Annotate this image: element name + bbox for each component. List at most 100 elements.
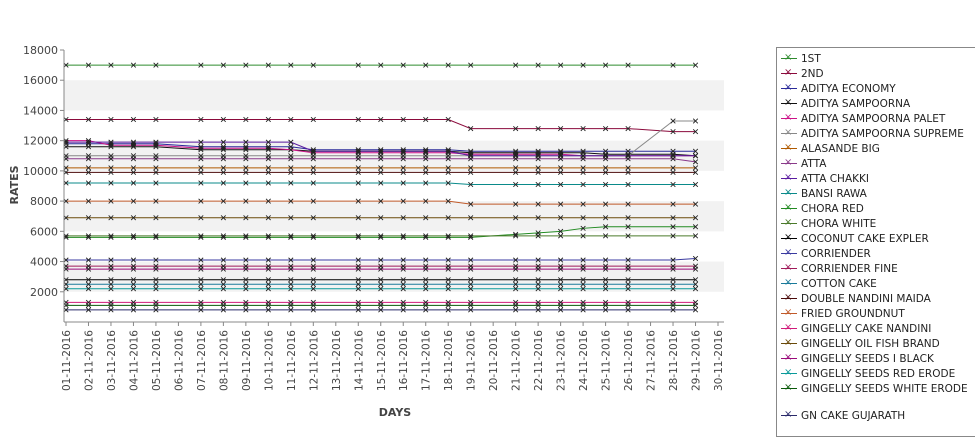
data-point [625,277,631,283]
data-point [423,180,429,186]
data-point [355,62,361,68]
data-point [580,215,586,221]
data-point [243,307,249,313]
data-point [602,151,609,157]
data-point [153,286,159,292]
data-point [265,234,271,240]
data-point [355,286,361,292]
data-point [602,302,609,308]
data-point [445,277,451,283]
x-tick-label: 24-11-2016 [578,330,590,391]
data-point [670,201,676,207]
data-point [378,180,384,186]
data-point [558,228,564,234]
data-point [130,286,137,292]
data-point [243,234,249,240]
data-point [558,153,564,159]
data-point [243,257,249,263]
data-point [468,234,474,240]
x-tick-label: 22-11-2016 [533,330,545,391]
data-point [220,180,226,186]
legend-label: GINGELLY SEEDS WHITE ERODE [801,383,968,395]
x-tick-label: 15-11-2016 [376,330,388,391]
data-point [670,151,676,157]
data-point [513,165,519,171]
legend-marker-icon: × [784,67,793,78]
data-point [108,302,114,308]
y-axis-label: RATES [8,165,21,204]
y-tick-label: 10000 [23,165,58,178]
data-point [288,116,294,123]
legend-label: ADITYA ECONOMY [801,83,896,95]
legend-swatch [781,253,797,254]
data-point [220,156,226,162]
legend-swatch [781,163,797,164]
series-line [66,119,696,133]
x-tick-label: 26-11-2016 [623,330,635,391]
data-point [153,266,159,272]
data-point [468,281,474,287]
data-point [130,266,137,272]
legend-label: CHORA WHITE [801,218,877,230]
data-point [288,180,294,186]
data-point [580,169,586,176]
data-point [85,139,92,145]
data-point [423,257,429,263]
data-point [400,169,406,176]
data-point [85,165,92,171]
data-point [130,302,137,308]
data-point [288,234,294,240]
legend-label: COCONUT CAKE EXPLER [801,233,929,245]
data-point [378,169,384,176]
legend-label: ATTA [801,158,827,170]
data-point [400,257,406,263]
data-point [692,169,699,176]
data-point [445,148,451,154]
data-point [468,201,474,207]
data-point [85,138,92,144]
data-point [625,181,631,188]
data-point [288,281,294,287]
data-point [355,307,361,313]
data-point [355,116,361,123]
data-point [445,116,451,123]
data-point [220,165,226,171]
data-point [288,156,294,162]
series-markers [63,62,699,313]
data-point [220,302,226,308]
data-point [310,116,316,123]
data-point [535,125,541,132]
data-point [400,148,406,154]
data-point [265,302,271,308]
data-point [220,257,226,263]
data-point [468,286,474,292]
data-point [513,62,519,68]
data-point [288,257,294,263]
data-point [692,302,699,308]
data-point [265,266,271,272]
data-point [558,151,564,157]
data-point [310,62,316,68]
data-point [85,286,92,292]
data-point [130,156,137,162]
data-point [198,281,204,287]
data-point [220,147,226,153]
data-point [288,139,294,145]
data-point [400,286,406,292]
data-point [692,277,699,283]
data-point [580,277,586,283]
data-point [692,153,699,159]
legend-label: ATTA CHAKKI [801,173,869,185]
data-point [85,144,92,150]
data-point [670,281,676,287]
data-point [310,156,316,162]
legend-label: GINGELLY CAKE NANDINI [801,323,932,335]
data-point [265,62,271,68]
data-point [625,169,631,176]
data-point [602,62,609,68]
data-point [558,125,564,132]
data-point [670,181,676,188]
legend-marker-icon: × [784,292,793,303]
data-point [378,215,384,221]
data-point [220,277,226,283]
